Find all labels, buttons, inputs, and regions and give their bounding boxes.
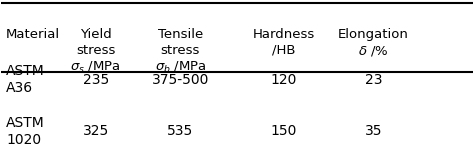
Text: 23: 23 bbox=[365, 73, 383, 87]
Text: Tensile
stress
$\sigma_b$ /MPa: Tensile stress $\sigma_b$ /MPa bbox=[155, 28, 206, 75]
Text: 235: 235 bbox=[82, 73, 109, 87]
Text: 375-500: 375-500 bbox=[152, 73, 209, 87]
Text: Elongation
$\delta$ /%: Elongation $\delta$ /% bbox=[338, 28, 409, 58]
Text: 325: 325 bbox=[82, 124, 109, 138]
Text: ASTM
1020: ASTM 1020 bbox=[6, 116, 45, 147]
Text: 535: 535 bbox=[167, 124, 193, 138]
Text: Yield
stress
$\sigma_s$ /MPa: Yield stress $\sigma_s$ /MPa bbox=[70, 28, 121, 75]
Text: Hardness
/HB: Hardness /HB bbox=[253, 28, 315, 57]
Text: ASTM
A36: ASTM A36 bbox=[6, 64, 45, 95]
Text: 150: 150 bbox=[271, 124, 297, 138]
Text: Material: Material bbox=[6, 28, 60, 41]
Text: 35: 35 bbox=[365, 124, 383, 138]
Text: 120: 120 bbox=[271, 73, 297, 87]
